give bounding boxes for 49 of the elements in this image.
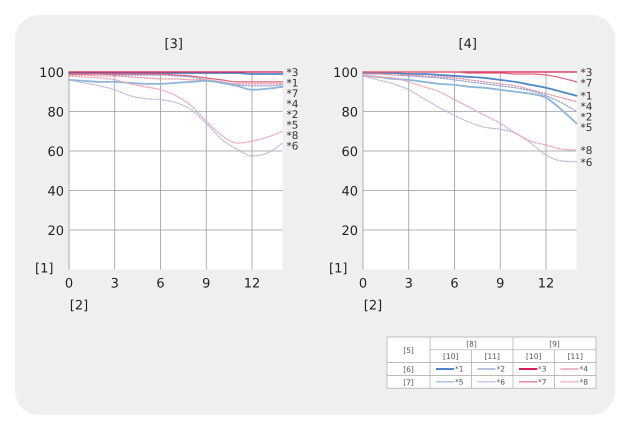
line-series xyxy=(68,79,284,91)
x-tick-label: 0 xyxy=(358,276,368,292)
series-label: *8 xyxy=(286,130,298,142)
text: *1 xyxy=(580,90,592,103)
y-tick-label: 100 xyxy=(333,66,358,81)
y-tick-label: 80 xyxy=(341,106,358,120)
x-tick-label: 9 xyxy=(202,276,210,292)
x-tick-label: 12 xyxy=(244,276,260,292)
x-tick-label: 3 xyxy=(110,276,119,292)
y-tick-label: 60 xyxy=(341,145,358,160)
text: *2 xyxy=(580,112,592,124)
y-tick-label: 80 xyxy=(47,106,64,120)
y-tick-label: 60 xyxy=(47,145,64,160)
chart-title: [3] xyxy=(164,37,183,52)
text: *3 xyxy=(580,67,592,79)
y-tick-label: 40 xyxy=(341,184,358,200)
y-axis-title: [1] xyxy=(35,262,54,276)
line-series xyxy=(68,79,284,157)
series-label: *6 xyxy=(286,140,299,152)
y-tick-label: 100 xyxy=(39,66,64,81)
text: *2 xyxy=(286,109,298,121)
x-tick-label: 6 xyxy=(156,276,165,292)
line-series xyxy=(68,75,284,144)
text: *7 xyxy=(580,78,592,90)
series-label: *3 xyxy=(286,67,298,79)
series-label: *1 xyxy=(286,78,298,90)
x-axis-title: [2] xyxy=(364,298,382,314)
text: *4 xyxy=(580,101,592,114)
line-series xyxy=(362,73,578,102)
chart-title: [4] xyxy=(458,37,477,52)
series-label: *7 xyxy=(286,88,298,100)
text: *6 xyxy=(580,156,592,169)
x-tick-label: 12 xyxy=(538,276,554,292)
series-label: *4 xyxy=(286,98,299,110)
line-series xyxy=(362,75,578,124)
y-axis-title: [1] xyxy=(329,262,348,276)
text: *8 xyxy=(580,145,592,158)
y-tick-label: 40 xyxy=(47,184,64,200)
x-tick-label: 6 xyxy=(450,276,459,292)
line-series xyxy=(362,71,578,82)
x-axis-title: [2] xyxy=(70,298,88,314)
x-tick-label: 9 xyxy=(496,276,504,292)
line-series xyxy=(362,72,578,97)
y-tick-label: 20 xyxy=(47,224,64,239)
x-tick-label: 3 xyxy=(404,276,413,292)
text: *5 xyxy=(580,122,592,134)
x-tick-label: 0 xyxy=(64,276,74,292)
y-tick-label: 20 xyxy=(341,224,358,239)
text: *5 xyxy=(286,120,298,132)
